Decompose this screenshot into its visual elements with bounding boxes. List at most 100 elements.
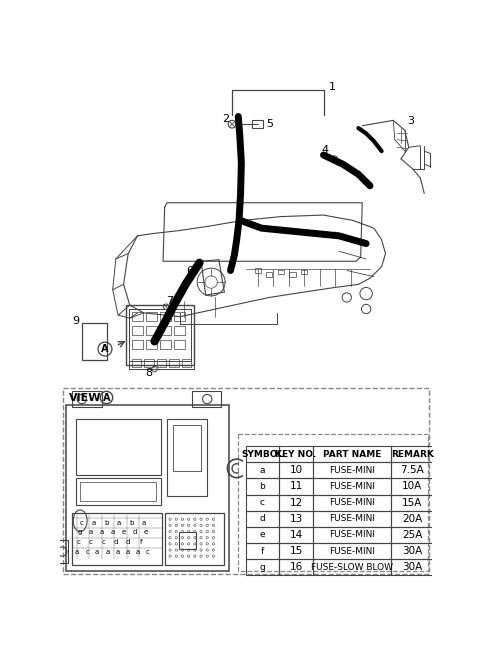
Bar <box>278 478 313 495</box>
Text: a: a <box>142 520 146 526</box>
Bar <box>246 511 278 527</box>
Bar <box>157 359 166 367</box>
Text: e: e <box>121 529 126 536</box>
Text: a: a <box>100 529 104 536</box>
Text: e: e <box>260 530 265 540</box>
Text: 6: 6 <box>187 265 194 276</box>
Text: d: d <box>259 514 265 523</box>
Text: 14: 14 <box>289 530 302 540</box>
Bar <box>246 559 278 575</box>
Bar <box>391 478 433 495</box>
Text: c: c <box>89 539 93 545</box>
Text: 15A: 15A <box>402 498 422 508</box>
Bar <box>391 462 433 478</box>
Bar <box>313 559 391 575</box>
Bar <box>72 391 102 407</box>
Bar <box>167 419 207 496</box>
Text: KEY NO.: KEY NO. <box>276 450 316 459</box>
Bar <box>75 478 161 505</box>
Text: d: d <box>114 539 118 545</box>
Bar <box>174 326 185 335</box>
Bar <box>63 387 429 574</box>
Text: b: b <box>129 520 133 526</box>
Bar <box>146 340 157 349</box>
Text: d: d <box>132 529 137 536</box>
Bar <box>75 419 161 474</box>
Bar <box>82 323 107 360</box>
Bar <box>179 532 196 549</box>
Bar <box>144 359 154 367</box>
Text: 8: 8 <box>145 368 153 378</box>
Text: 1: 1 <box>329 83 336 92</box>
Bar <box>181 359 191 367</box>
Bar <box>57 540 68 563</box>
Bar <box>278 270 284 274</box>
Text: 4: 4 <box>322 144 329 155</box>
Text: a: a <box>260 466 265 474</box>
Bar <box>301 270 307 274</box>
Text: 5: 5 <box>266 119 273 129</box>
Text: a: a <box>125 549 130 554</box>
Bar <box>278 511 313 527</box>
Bar <box>160 340 171 349</box>
Text: 11: 11 <box>289 482 302 491</box>
Bar <box>246 446 278 462</box>
Text: REMARK: REMARK <box>391 450 433 459</box>
Text: 30A: 30A <box>402 546 422 556</box>
Text: SYMBOL: SYMBOL <box>241 450 283 459</box>
Text: FUSE-MINI: FUSE-MINI <box>329 498 375 507</box>
Text: VIEW: VIEW <box>69 393 101 402</box>
Bar <box>313 495 391 511</box>
Bar <box>391 446 433 462</box>
Bar <box>169 359 179 367</box>
Text: FUSE-SLOW BLOW: FUSE-SLOW BLOW <box>311 563 393 572</box>
Bar <box>313 543 391 559</box>
Text: a: a <box>75 549 79 554</box>
Bar <box>146 326 157 335</box>
Text: PART NAME: PART NAME <box>323 450 382 459</box>
Bar <box>391 543 433 559</box>
Bar <box>278 543 313 559</box>
Bar <box>278 495 313 511</box>
Bar <box>246 462 278 478</box>
Bar <box>278 462 313 478</box>
Text: 7.5A: 7.5A <box>400 465 424 475</box>
Text: 3: 3 <box>407 116 414 126</box>
Text: A: A <box>103 393 110 402</box>
Bar <box>132 326 143 335</box>
Bar <box>266 272 272 277</box>
Bar <box>132 359 142 367</box>
Bar <box>313 446 391 462</box>
Text: c: c <box>77 539 81 545</box>
Bar <box>160 326 171 335</box>
Text: c: c <box>101 539 105 545</box>
Text: a: a <box>89 529 93 536</box>
Bar <box>313 511 391 527</box>
Text: a: a <box>117 520 121 526</box>
Text: 30A: 30A <box>402 562 422 573</box>
Text: a: a <box>115 549 120 554</box>
Text: 12: 12 <box>289 498 302 508</box>
Bar <box>391 559 433 575</box>
Text: a: a <box>135 549 140 554</box>
Text: c: c <box>145 549 149 554</box>
Text: e: e <box>143 529 147 536</box>
Text: c: c <box>260 498 265 507</box>
Text: FUSE-MINI: FUSE-MINI <box>329 530 375 540</box>
Bar <box>66 405 229 571</box>
Text: f: f <box>261 547 264 556</box>
Text: c: c <box>85 549 89 554</box>
Text: f: f <box>139 539 142 545</box>
Bar <box>313 527 391 543</box>
Bar <box>278 559 313 575</box>
Text: 13: 13 <box>289 514 302 524</box>
Text: FUSE-MINI: FUSE-MINI <box>329 547 375 556</box>
Text: 7: 7 <box>167 296 174 306</box>
Bar <box>278 446 313 462</box>
Text: 9: 9 <box>72 315 79 326</box>
Bar <box>254 268 261 273</box>
Bar <box>192 391 221 407</box>
Bar <box>174 340 185 349</box>
Bar <box>238 434 428 571</box>
Bar <box>313 478 391 495</box>
